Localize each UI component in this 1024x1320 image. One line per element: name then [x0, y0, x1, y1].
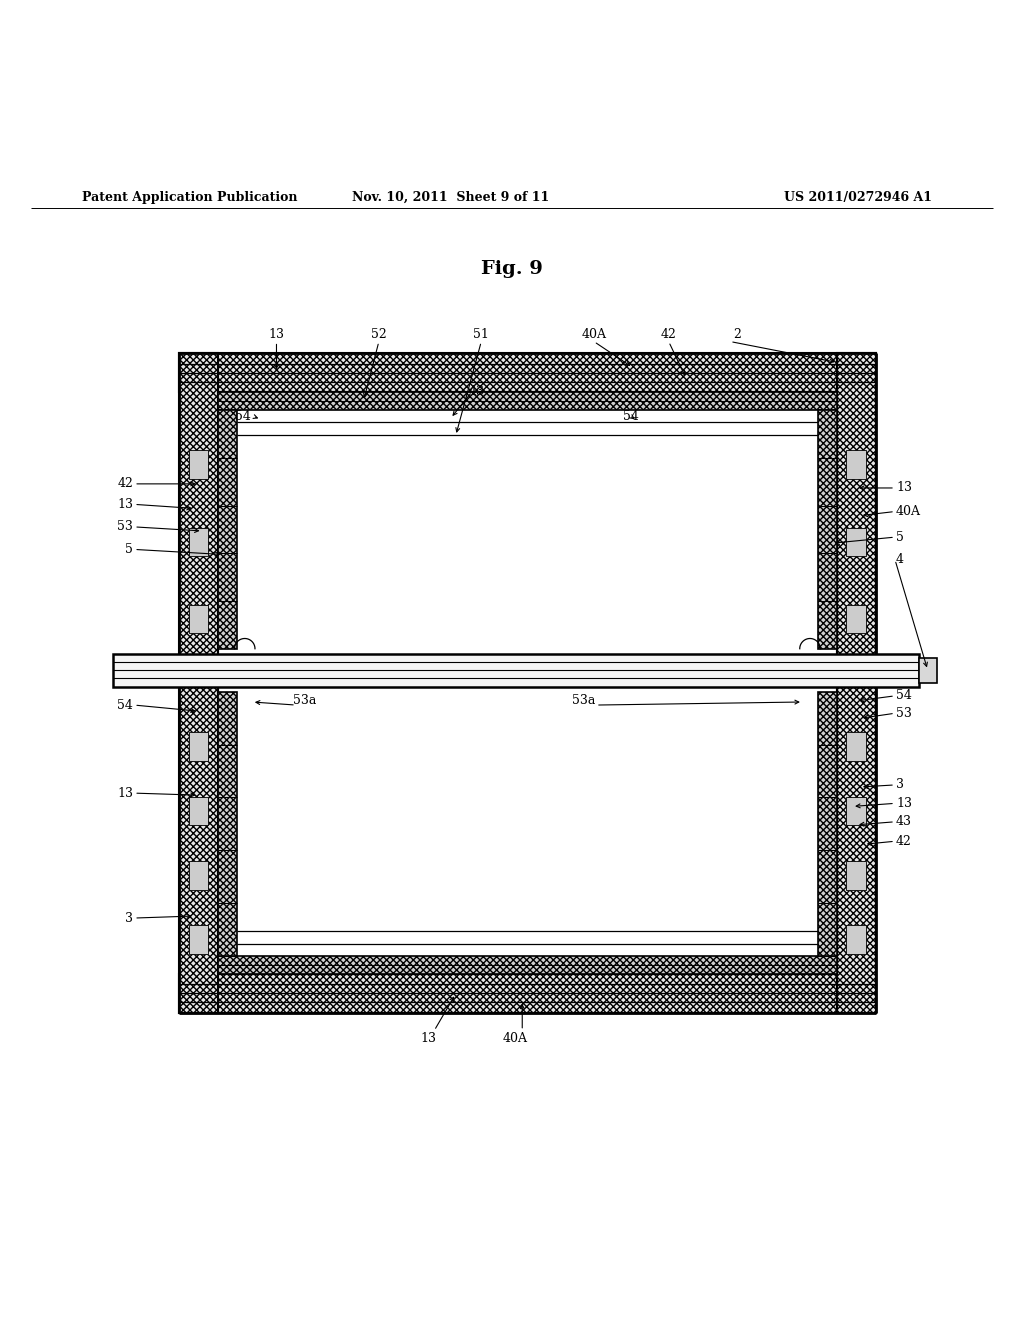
Text: 54: 54: [896, 689, 912, 702]
Text: 4: 4: [896, 553, 904, 566]
Text: 43: 43: [896, 816, 912, 828]
Text: 13: 13: [268, 327, 285, 341]
Text: 3: 3: [896, 779, 904, 792]
Bar: [218, 692, 237, 956]
Text: 2: 2: [733, 327, 741, 341]
Bar: [188, 528, 209, 556]
Text: 54: 54: [623, 409, 639, 422]
Text: Patent Application Publication: Patent Application Publication: [82, 190, 297, 203]
Text: 13: 13: [420, 1032, 436, 1045]
Bar: [818, 411, 837, 648]
Text: 13: 13: [117, 787, 133, 800]
Bar: [218, 392, 837, 411]
Text: 52: 52: [371, 327, 387, 341]
Bar: [218, 956, 837, 974]
Bar: [846, 528, 866, 556]
Text: 40A: 40A: [503, 1032, 527, 1045]
Text: 51: 51: [473, 327, 489, 341]
Bar: [237, 692, 818, 956]
Text: Fig. 9: Fig. 9: [481, 260, 543, 277]
Text: 5: 5: [125, 543, 133, 556]
Text: 53: 53: [117, 520, 133, 533]
Text: 42: 42: [117, 478, 133, 490]
Text: 40A: 40A: [582, 327, 606, 341]
Text: 42: 42: [896, 834, 912, 847]
Text: 3: 3: [125, 912, 133, 924]
Bar: [179, 352, 218, 1014]
Bar: [113, 653, 919, 686]
Text: 13: 13: [896, 482, 912, 495]
Text: Nov. 10, 2011  Sheet 9 of 11: Nov. 10, 2011 Sheet 9 of 11: [352, 190, 549, 203]
Text: 13: 13: [896, 797, 912, 810]
Bar: [919, 657, 937, 682]
Text: 53a: 53a: [294, 694, 316, 708]
Bar: [846, 797, 866, 825]
Bar: [179, 974, 876, 1014]
Text: US 2011/0272946 A1: US 2011/0272946 A1: [783, 190, 932, 203]
Text: 54: 54: [117, 698, 133, 711]
Bar: [846, 450, 866, 479]
Text: 53: 53: [896, 706, 912, 719]
Bar: [188, 605, 209, 634]
Text: 5: 5: [896, 531, 904, 544]
Bar: [218, 411, 237, 648]
Text: 43: 43: [468, 385, 484, 399]
Text: 54: 54: [234, 409, 251, 422]
Bar: [846, 733, 866, 762]
Bar: [846, 605, 866, 634]
Bar: [188, 861, 209, 890]
Text: 40A: 40A: [896, 506, 921, 517]
Bar: [818, 692, 837, 956]
Bar: [237, 411, 818, 648]
Bar: [188, 450, 209, 479]
Bar: [188, 925, 209, 954]
Text: 42: 42: [660, 327, 677, 341]
Bar: [113, 653, 919, 686]
Bar: [179, 352, 876, 392]
Bar: [188, 733, 209, 762]
Bar: [188, 797, 209, 825]
Bar: [846, 925, 866, 954]
Text: 13: 13: [117, 498, 133, 511]
Bar: [837, 352, 876, 1014]
Text: 53a: 53a: [572, 694, 595, 708]
Bar: [846, 861, 866, 890]
